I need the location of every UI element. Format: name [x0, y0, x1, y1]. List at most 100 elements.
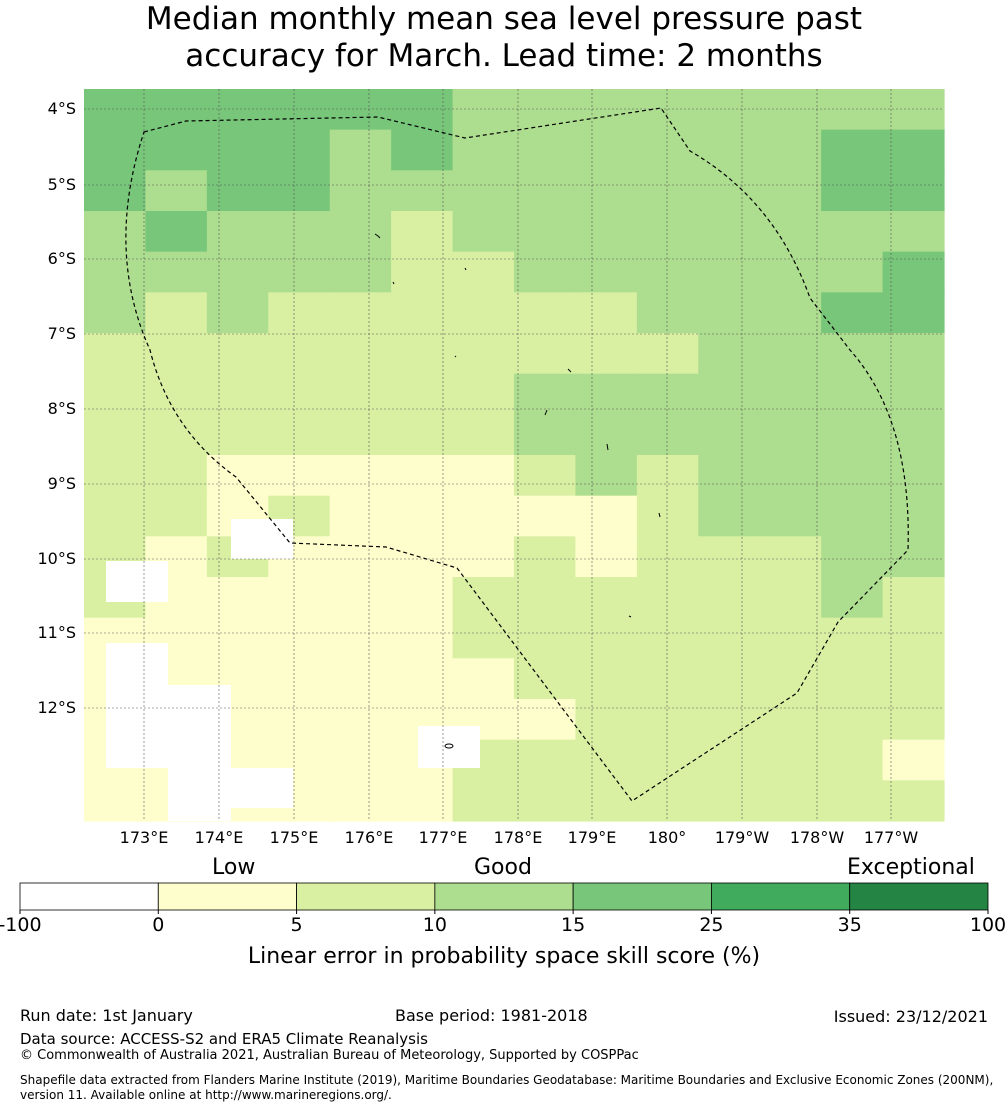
- grid-cell: [206, 89, 269, 131]
- grid-cell: [84, 373, 147, 415]
- no-skill-cells: [106, 519, 480, 821]
- grid-cell: [206, 170, 269, 212]
- grid-cell: [329, 251, 392, 293]
- grid-cell: [84, 89, 147, 131]
- grid-cell: [514, 455, 577, 497]
- grid-cell: [206, 211, 269, 253]
- grid-cell: [575, 536, 638, 578]
- grid-cell: [575, 89, 638, 131]
- grid-cell: [882, 333, 945, 375]
- grid-cell: [575, 170, 638, 212]
- grid-cell: [882, 577, 945, 619]
- grid-cell: [84, 170, 147, 212]
- grid-cell: [329, 739, 392, 781]
- longitude-label: 176°E: [344, 828, 394, 847]
- grid-cell: [268, 577, 331, 619]
- grid-cell: [145, 373, 208, 415]
- grid-cell: [759, 89, 822, 131]
- grid-cell: [759, 251, 822, 293]
- grid-cell: [575, 658, 638, 700]
- grid-cell: [759, 577, 822, 619]
- grid-cell: [206, 617, 269, 659]
- grid-cell: [575, 455, 638, 497]
- shapefile-credit-line-1: Shapefile data extracted from Flanders M…: [20, 1073, 994, 1087]
- grid-cell: [514, 739, 577, 781]
- grid-cell: [575, 617, 638, 659]
- grid-cell: [84, 780, 147, 822]
- grid-cell: [698, 211, 761, 253]
- grid-cell: [231, 768, 293, 808]
- grid-cell: [514, 414, 577, 456]
- grid-cell: [514, 658, 577, 700]
- grid-cell: [145, 211, 208, 253]
- grid-cell: [391, 577, 454, 619]
- shapefile-credit-line-2: version 11. Available online at http://w…: [20, 1088, 392, 1102]
- grid-cell: [514, 211, 577, 253]
- grid-cell: [514, 699, 577, 741]
- grid-cell: [84, 129, 147, 171]
- longitude-label: 174°E: [194, 828, 244, 847]
- island: [658, 512, 661, 518]
- grid-cell: [698, 780, 761, 822]
- grid-cell: [698, 170, 761, 212]
- grid-cell: [268, 292, 331, 334]
- grid-cell: [575, 414, 638, 456]
- grid-cell: [329, 699, 392, 741]
- grid-cell: [821, 170, 884, 212]
- grid-cell: [759, 617, 822, 659]
- colorbar-tick-label: -100: [0, 914, 42, 936]
- island: [464, 267, 467, 271]
- grid-cell: [452, 89, 515, 131]
- grid-cell: [698, 577, 761, 619]
- grid-cell: [268, 658, 331, 700]
- colorbar-tick-label: 5: [290, 914, 303, 936]
- grid-cell: [206, 577, 269, 619]
- grid-cell: [268, 414, 331, 456]
- longitude-label: 179°W: [714, 828, 770, 847]
- grid-cell: [514, 89, 577, 131]
- grid-cell: [636, 373, 699, 415]
- grid-cell: [575, 495, 638, 537]
- latitude-label: 6°S: [47, 249, 76, 268]
- island: [444, 743, 454, 749]
- grid-cell: [698, 333, 761, 375]
- latitude-label: 11°S: [37, 623, 76, 642]
- grid-cell: [452, 129, 515, 171]
- colorbar-segment: [849, 882, 989, 911]
- grid-cell: [636, 780, 699, 822]
- latitude-label: 9°S: [47, 474, 76, 493]
- islands: [374, 233, 661, 749]
- grid-cell: [329, 577, 392, 619]
- grid-cell: [145, 292, 208, 334]
- grid-cell: [821, 577, 884, 619]
- grid-cell: [882, 211, 945, 253]
- grid-cell: [759, 699, 822, 741]
- grid-cell: [821, 251, 884, 293]
- colorbar-label: Linear error in probability space skill …: [247, 944, 761, 969]
- chart-title-line-2: accuracy for March. Lead time: 2 months: [185, 38, 823, 74]
- grid-cell: [759, 292, 822, 334]
- grid-cell: [636, 211, 699, 253]
- grid-cell: [452, 577, 515, 619]
- grid-cell: [575, 292, 638, 334]
- latitude-label: 8°S: [47, 399, 76, 418]
- grid-cell: [575, 211, 638, 253]
- grid-cell: [882, 495, 945, 537]
- grid-cell: [329, 455, 392, 497]
- grid-cell: [575, 780, 638, 822]
- grid-cell: [391, 495, 454, 537]
- grid-cell: [882, 455, 945, 497]
- grid-cell: [575, 699, 638, 741]
- grid-cell: [821, 495, 884, 537]
- grid-cell: [821, 89, 884, 131]
- grid-cell: [882, 739, 945, 781]
- grid-cell: [452, 414, 515, 456]
- grid-cell: [84, 495, 147, 537]
- run-date: Run date: 1st January: [20, 1006, 193, 1025]
- category-low: Low: [212, 855, 256, 880]
- grid-cell: [391, 536, 454, 578]
- grid-cell: [84, 292, 147, 334]
- grid-cell: [418, 726, 480, 768]
- grid-cell: [268, 129, 331, 171]
- latitude-label: 10°S: [37, 549, 76, 568]
